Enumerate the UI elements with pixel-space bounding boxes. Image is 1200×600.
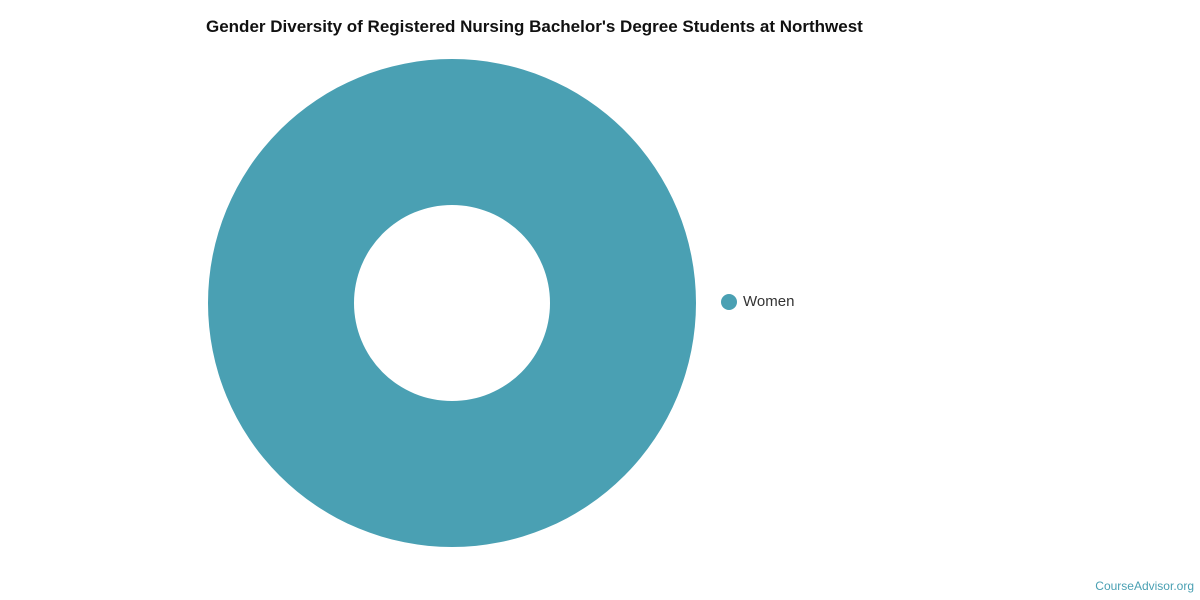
donut-slice-women xyxy=(208,59,696,547)
watermark[interactable]: CourseAdvisor.org xyxy=(1095,579,1194,593)
chart-title: Gender Diversity of Registered Nursing B… xyxy=(206,17,863,36)
legend-label-women: Women xyxy=(743,293,795,310)
legend-swatch-women xyxy=(721,293,737,310)
legend: Women xyxy=(721,293,794,310)
